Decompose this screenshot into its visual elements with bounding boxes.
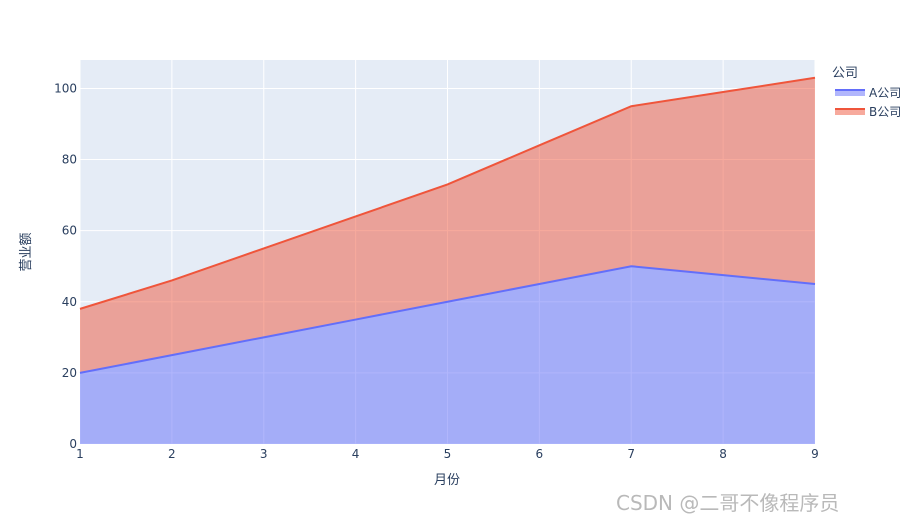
y-tick-label: 80 xyxy=(62,153,77,167)
legend-label: A公司 xyxy=(869,86,901,100)
data-point[interactable] xyxy=(814,283,816,285)
x-tick-label: 6 xyxy=(536,447,544,461)
data-point[interactable] xyxy=(79,308,81,310)
y-tick-label: 20 xyxy=(62,366,77,380)
data-point[interactable] xyxy=(171,279,173,281)
y-tick-label: 0 xyxy=(69,437,77,451)
x-tick-label: 1 xyxy=(76,447,84,461)
data-point[interactable] xyxy=(630,265,632,267)
data-point[interactable] xyxy=(263,247,265,249)
x-tick-label: 9 xyxy=(811,447,819,461)
data-point[interactable] xyxy=(171,354,173,356)
legend-swatch xyxy=(835,90,865,96)
data-point[interactable] xyxy=(722,91,724,93)
y-axis-ticks: 0 20 40 60 80 100 xyxy=(54,81,77,451)
x-tick-label: 3 xyxy=(260,447,268,461)
data-point[interactable] xyxy=(263,336,265,338)
line-layer xyxy=(79,76,816,374)
watermark: CSDN @二哥不像程序员 xyxy=(616,491,840,515)
legend[interactable]: 公司 A公司 B公司 xyxy=(832,66,901,119)
y-tick-label: 60 xyxy=(62,224,77,238)
data-point[interactable] xyxy=(355,215,357,217)
y-tick-label: 100 xyxy=(54,81,77,95)
data-point[interactable] xyxy=(538,283,540,285)
data-point[interactable] xyxy=(538,144,540,146)
legend-item-2[interactable]: B公司 xyxy=(835,105,901,119)
legend-label: B公司 xyxy=(869,105,901,119)
data-point[interactable] xyxy=(447,301,449,303)
x-tick-label: 8 xyxy=(719,447,727,461)
series-line-2 xyxy=(79,76,816,310)
area-fill-1 xyxy=(80,266,815,444)
legend-item-1[interactable]: A公司 xyxy=(835,86,901,100)
y-tick-label: 40 xyxy=(62,295,77,309)
x-tick-label: 5 xyxy=(444,447,452,461)
x-tick-label: 7 xyxy=(627,447,635,461)
x-tick-label: 2 xyxy=(168,447,176,461)
x-tick-label: 4 xyxy=(352,447,360,461)
legend-swatch xyxy=(835,109,865,115)
data-point[interactable] xyxy=(722,274,724,276)
data-point[interactable] xyxy=(814,77,816,79)
x-axis-ticks: 1 2 3 4 5 6 7 8 9 xyxy=(76,447,819,461)
legend-title: 公司 xyxy=(832,66,858,81)
series-line-1 xyxy=(79,265,816,374)
area-fill-2 xyxy=(80,77,815,373)
data-point[interactable] xyxy=(447,183,449,185)
data-point[interactable] xyxy=(630,105,632,107)
data-point[interactable] xyxy=(355,319,357,321)
x-axis-title: 月份 xyxy=(434,473,460,488)
y-axis-title: 营业额 xyxy=(19,232,34,271)
area-layer xyxy=(80,77,815,444)
data-point[interactable] xyxy=(79,372,81,374)
